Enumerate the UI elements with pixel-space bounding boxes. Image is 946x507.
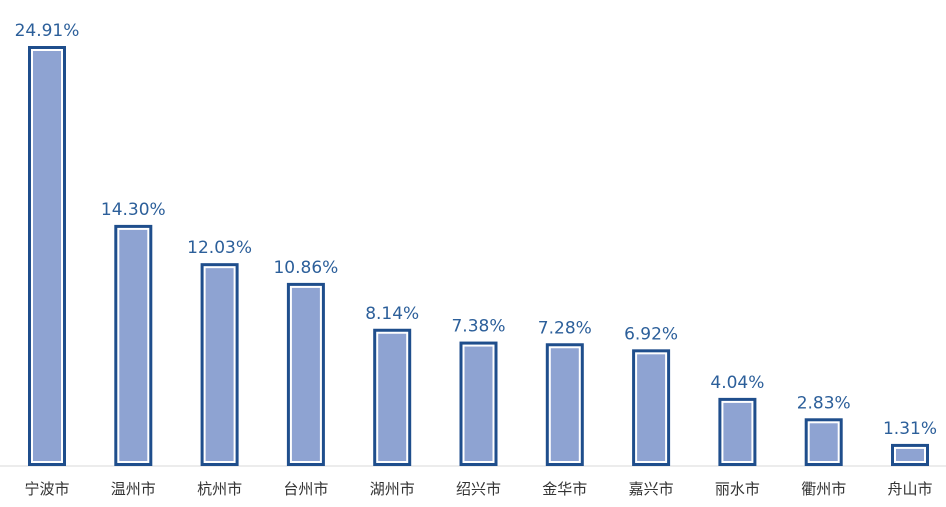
category-label-7: 嘉兴市 <box>629 480 674 498</box>
category-label-6: 金华市 <box>542 480 587 498</box>
bar-fill-1 <box>119 229 148 461</box>
bar-fill-7 <box>637 354 666 461</box>
value-label-2: 12.03% <box>187 238 252 258</box>
bar-fill-0 <box>33 51 61 461</box>
value-label-10: 1.31% <box>883 419 937 439</box>
bar-fill-3 <box>291 287 320 461</box>
bar-fill-10 <box>896 448 924 461</box>
bar-fill-2 <box>205 268 234 461</box>
value-label-1: 14.30% <box>101 200 166 220</box>
category-label-4: 湖州市 <box>370 480 415 498</box>
value-label-7: 6.92% <box>624 324 678 344</box>
value-label-3: 10.86% <box>273 258 338 278</box>
bar-fill-9 <box>809 423 838 461</box>
value-labels-group: 24.91% 14.30% 12.03% 10.86% 8.14% 7.38% 7.28% 6… <box>15 21 937 439</box>
bar-fill-5 <box>464 346 493 461</box>
category-label-2: 杭州市 <box>197 480 242 498</box>
value-label-4: 8.14% <box>365 304 419 324</box>
value-label-9: 2.83% <box>797 393 851 413</box>
bars-group <box>28 46 929 466</box>
value-label-5: 7.38% <box>451 317 505 337</box>
category-label-9: 衢州市 <box>801 480 846 498</box>
category-labels-group: 宁波市 温州市 杭州市 台州市 湖州市 绍兴市 金华市 嘉兴市 丽水市 衢州市 舟山市 <box>24 480 932 498</box>
bar-fill-8 <box>723 402 752 461</box>
category-label-0: 宁波市 <box>24 480 69 498</box>
bar-fill-4 <box>378 333 407 461</box>
value-label-6: 7.28% <box>538 318 592 338</box>
bar-fill-6 <box>550 348 579 461</box>
category-label-8: 丽水市 <box>715 480 760 498</box>
value-label-8: 4.04% <box>710 373 764 393</box>
category-label-3: 台州市 <box>283 480 328 498</box>
value-label-0: 24.91% <box>15 21 80 41</box>
category-label-1: 温州市 <box>111 480 156 498</box>
category-label-10: 舟山市 <box>887 480 932 498</box>
category-label-5: 绍兴市 <box>456 480 501 498</box>
